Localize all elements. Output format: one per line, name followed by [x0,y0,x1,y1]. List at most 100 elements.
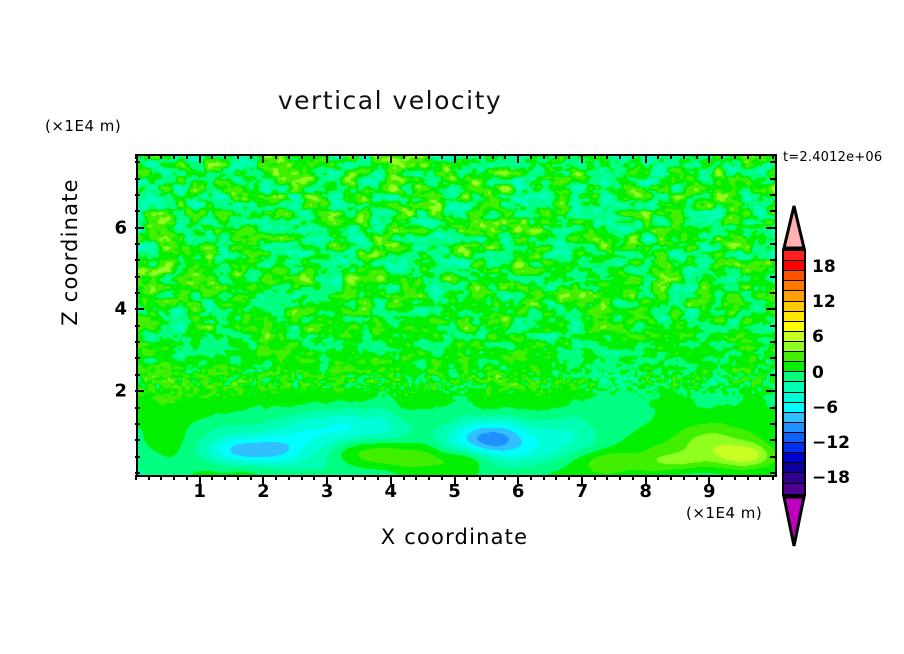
colorbar-band [784,483,804,494]
x-axis-minor-tick [746,475,749,480]
x-axis-minor-tick [759,475,762,480]
x-axis-top-tick [593,154,596,159]
x-axis-title: X coordinate [380,525,529,549]
x-axis-top-tick [466,154,469,159]
x-axis-top-tick [351,154,354,159]
x-axis-minor-tick [147,475,150,480]
x-axis-minor-tick [173,475,176,480]
x-axis-major-tick [262,475,265,484]
x-axis-top-tick [478,154,481,159]
colorbar-band [784,412,804,423]
colorbar-band [784,422,804,433]
colorbar-bands [782,249,806,496]
x-axis-minor-tick [568,475,571,480]
x-axis-minor-tick [287,475,290,480]
x-axis-minor-tick [428,475,431,480]
x-axis-top-tick [657,154,660,159]
colorbar-band [784,352,804,363]
colorbar-tick-label: −12 [812,433,850,454]
colorbar-tick-label: −6 [812,397,839,418]
x-axis-top-tick [721,154,724,159]
y-axis-minor-tick [135,210,140,213]
y-axis-minor-tick [135,472,140,474]
y-axis-minor-tick [135,341,140,344]
y-axis-right-tick [770,177,775,180]
y-axis-right-tick [766,226,775,229]
x-axis-top-tick [402,154,405,159]
x-axis-major-tick [198,475,201,484]
x-axis-top-tick [377,154,380,159]
colorbar-band [784,261,804,272]
colorbar [780,204,810,547]
x-axis-tick-label: 1 [193,481,206,502]
x-axis-top-tick [517,154,520,163]
colorbar-band [784,281,804,292]
x-axis-minor-tick [733,475,736,480]
x-axis-minor-tick [275,475,278,480]
colorbar-band [784,321,804,332]
y-axis-right-tick [770,242,775,245]
y-axis-right-tick [766,390,775,393]
y-axis-major-tick [135,226,144,229]
y-axis-minor-tick [135,292,140,295]
y-axis-right-tick [766,308,775,311]
x-axis-minor-tick [491,475,494,480]
timestamp-label: t=2.4012e+06 [783,150,883,165]
x-axis-top-tick [746,154,749,159]
colorbar-band [784,301,804,312]
y-axis-minor-tick [135,455,140,458]
x-axis-top-tick [580,154,583,163]
x-axis-top-tick [619,154,622,159]
colorbar-band [784,453,804,464]
colorbar-tick-label: 12 [812,291,836,312]
x-axis-top-tick [708,154,711,163]
contour-plot-area [136,154,777,477]
y-axis-right-tick [770,292,775,295]
x-axis-top-tick [631,154,634,159]
x-axis-minor-tick [160,475,163,480]
y-axis-minor-tick [135,242,140,245]
y-axis-right-tick [770,210,775,213]
x-axis-top-tick [147,154,150,159]
y-axis-minor-tick [135,177,140,180]
x-axis-top-tick [542,154,545,159]
x-axis-tick-label: 4 [384,481,398,502]
y-axis-right-tick [770,324,775,327]
x-axis-top-tick [135,154,137,159]
x-axis-minor-tick [249,475,252,480]
x-axis-major-tick [453,475,456,484]
y-axis-right-tick [770,422,775,425]
y-axis-minor-tick [135,259,140,262]
colorbar-band [784,251,804,262]
x-axis-tick-label: 3 [320,481,334,502]
y-axis-right-tick [770,193,775,196]
colorbar-tick-label: 18 [812,256,836,277]
y-axis-minor-tick [135,193,140,196]
y-axis-tick-label: 2 [114,380,127,402]
x-axis-major-tick [708,475,711,484]
x-axis-top-tick [733,154,736,159]
x-axis-minor-tick [313,475,316,480]
colorbar-band [784,392,804,403]
y-axis-minor-tick [135,373,140,376]
x-axis-minor-tick [377,475,380,480]
x-axis-minor-tick [185,475,188,480]
x-axis-top-tick [440,154,443,159]
y-axis-right-tick [770,259,775,262]
colorbar-band [784,402,804,413]
y-axis-major-tick [135,308,144,311]
y-axis-minor-tick [135,422,140,425]
y-axis-minor-tick [135,324,140,327]
colorbar-band [784,331,804,342]
colorbar-band [784,362,804,373]
x-axis-major-tick [326,475,329,484]
x-axis-minor-tick [402,475,405,480]
x-axis-minor-tick [364,475,367,480]
x-axis-top-tick [160,154,163,159]
colorbar-band [784,432,804,444]
x-axis-minor-tick [415,475,418,480]
x-axis-major-tick [389,475,392,484]
x-axis-minor-tick [721,475,724,480]
x-axis-major-tick [517,475,520,484]
x-axis-top-tick [249,154,252,159]
